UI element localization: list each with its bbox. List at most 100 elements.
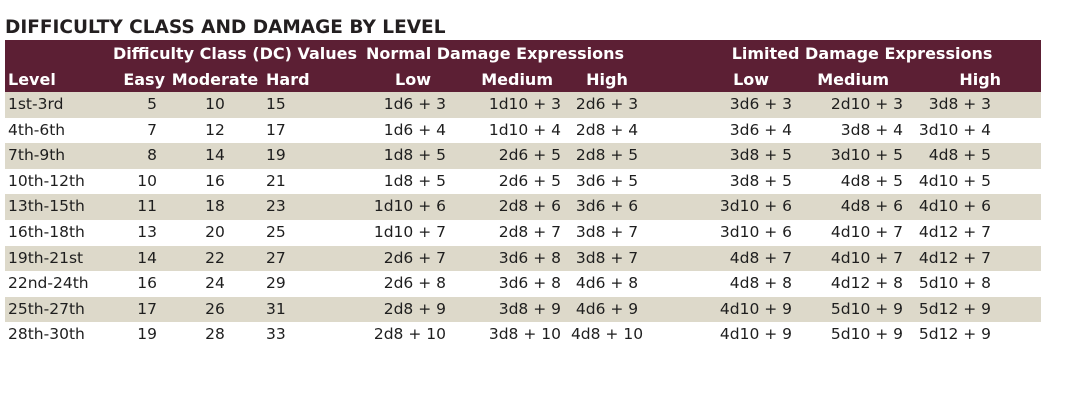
col-header-easy: Easy	[123, 70, 165, 89]
cell-limited-low: 3d8 + 5	[729, 171, 793, 190]
cell-easy: 5	[147, 95, 157, 113]
cell-limited-high: 4d10 + 6	[918, 197, 992, 216]
cell-easy: 19	[137, 325, 157, 344]
cell-normal-medium: 2d8 + 7	[498, 222, 561, 241]
cell-hard: 31	[266, 299, 286, 318]
col-header-normal-medium: Medium	[481, 70, 553, 89]
table-row: 25th-27th 17 26 31 2d8 + 9 3d8 + 9 4d6 + 9 4d10…	[5, 296, 1042, 323]
col-header-normal-low: Low	[395, 70, 431, 89]
table-row: 4th-6th 7 12 17 1d6 + 4 1d10 + 4 2d8 + 4 3d6 + …	[5, 117, 1042, 144]
cell-level: 16th-18th	[8, 222, 85, 241]
cell-moderate: 12	[205, 120, 225, 139]
table-row: 1st-3rd 5 10 15 1d6 + 3 1d10 + 3 2d6 + 3 3d6 + …	[5, 92, 1042, 118]
cell-limited-low: 3d10 + 6	[719, 222, 793, 241]
cell-limited-medium: 4d12 + 8	[830, 274, 904, 293]
cell-limited-high: 5d10 + 8	[918, 274, 992, 293]
cell-normal-low: 1d6 + 4	[383, 120, 446, 139]
cell-moderate: 24	[205, 274, 225, 293]
cell-hard: 25	[266, 222, 286, 241]
cell-hard: 19	[266, 146, 286, 165]
normal-damage-group-header: Normal Damage Expressions	[365, 44, 625, 63]
column-header-row: Level Easy Moderate Hard Low Medium High…	[5, 67, 1042, 92]
cell-normal-low: 2d6 + 7	[383, 248, 446, 267]
cell-easy: 11	[137, 197, 157, 216]
cell-level: 19th-21st	[8, 248, 84, 267]
col-header-moderate: Moderate	[171, 70, 259, 89]
dc-group-header: Difficulty Class (DC) Values	[113, 44, 358, 63]
cell-limited-medium: 4d8 + 5	[840, 171, 904, 190]
col-header-normal-high: High	[586, 70, 628, 89]
cell-normal-high: 4d6 + 8	[575, 274, 639, 293]
cell-moderate: 18	[205, 197, 225, 216]
cell-normal-high: 4d8 + 10	[570, 325, 644, 344]
cell-limited-low: 4d8 + 7	[729, 248, 793, 267]
cell-level: 1st-3rd	[8, 95, 64, 113]
cell-normal-high: 2d6 + 3	[575, 95, 639, 113]
cell-level: 28th-30th	[8, 325, 85, 344]
col-header-limited-medium: Medium	[817, 70, 890, 89]
cell-limited-high: 5d12 + 9	[918, 325, 992, 344]
cell-easy: 17	[137, 299, 157, 318]
cell-normal-low: 1d8 + 5	[383, 171, 446, 190]
cell-hard: 27	[266, 248, 286, 267]
group-header-spacer	[5, 40, 113, 67]
cell-limited-medium: 2d10 + 3	[830, 95, 904, 113]
cell-limited-low: 4d10 + 9	[719, 299, 793, 318]
cell-easy: 14	[137, 248, 157, 267]
cell-normal-high: 3d6 + 6	[575, 197, 639, 216]
cell-normal-medium: 2d8 + 6	[498, 197, 561, 216]
cell-hard: 33	[266, 325, 286, 344]
limited-damage-group-header: Limited Damage Expressions	[731, 44, 993, 63]
cell-limited-medium: 5d10 + 9	[830, 325, 904, 344]
cell-normal-low: 2d8 + 10	[373, 325, 446, 344]
cell-hard: 29	[266, 274, 286, 293]
cell-limited-medium: 4d10 + 7	[830, 248, 904, 267]
cell-limited-medium: 3d8 + 4	[840, 120, 904, 139]
cell-easy: 10	[137, 171, 157, 190]
table-row: 10th-12th 10 16 21 1d8 + 5 2d6 + 5 3d6 + 5 3d8 …	[5, 168, 1042, 195]
cell-hard: 21	[266, 171, 286, 190]
cell-limited-low: 3d6 + 4	[729, 120, 793, 139]
table-row: 16th-18th 13 20 25 1d10 + 7 2d8 + 7 3d8 + 7 3d1…	[5, 219, 1042, 246]
cell-moderate: 14	[205, 146, 225, 165]
cell-limited-high: 4d12 + 7	[918, 222, 992, 241]
cell-normal-medium: 2d6 + 5	[498, 146, 561, 165]
cell-hard: 17	[266, 120, 286, 139]
cell-normal-low: 1d6 + 3	[383, 95, 446, 113]
cell-normal-low: 1d10 + 6	[373, 197, 446, 216]
cell-normal-medium: 1d10 + 3	[488, 95, 561, 113]
cell-normal-low: 1d10 + 7	[373, 222, 446, 241]
cell-limited-medium: 5d10 + 9	[830, 299, 904, 318]
cell-limited-low: 3d10 + 6	[719, 197, 793, 216]
cell-easy: 8	[147, 146, 157, 165]
cell-limited-low: 3d8 + 5	[729, 146, 793, 165]
cell-normal-medium: 1d10 + 4	[488, 120, 561, 139]
cell-limited-high: 3d10 + 4	[918, 120, 992, 139]
cell-limited-high: 3d8 + 3	[928, 95, 992, 113]
cell-moderate: 10	[205, 95, 225, 113]
cell-limited-medium: 4d10 + 7	[830, 222, 904, 241]
cell-normal-high: 4d6 + 9	[575, 299, 639, 318]
table-body: 1st-3rd 5 10 15 1d6 + 3 1d10 + 3 2d6 + 3 3d6 + …	[5, 92, 1042, 348]
cell-limited-low: 4d8 + 8	[729, 274, 793, 293]
cell-normal-high: 2d8 + 5	[575, 146, 639, 165]
cell-limited-high: 4d12 + 7	[918, 248, 992, 267]
table-row: 22nd-24th 16 24 29 2d6 + 8 3d6 + 8 4d6 + 8 4d8 …	[5, 271, 1042, 297]
cell-limited-low: 3d6 + 3	[729, 95, 793, 113]
table-header: Difficulty Class (DC) Values Normal Dama…	[5, 40, 1042, 92]
cell-easy: 16	[137, 274, 157, 293]
cell-limited-high: 4d10 + 5	[918, 171, 992, 190]
cell-limited-medium: 3d10 + 5	[830, 146, 904, 165]
cell-moderate: 20	[205, 222, 225, 241]
table-row: 13th-15th 11 18 23 1d10 + 6 2d8 + 6 3d6 + 6 3d1…	[5, 194, 1042, 220]
cell-moderate: 16	[205, 171, 225, 190]
cell-hard: 23	[266, 197, 286, 216]
cell-level: 10th-12th	[8, 171, 85, 190]
difficulty-damage-table: Difficulty Class (DC) Values Normal Dama…	[5, 40, 1042, 348]
cell-normal-medium: 3d8 + 9	[498, 299, 561, 318]
cell-normal-low: 1d8 + 5	[383, 146, 446, 165]
cell-normal-low: 2d6 + 8	[383, 274, 446, 293]
cell-easy: 7	[147, 120, 157, 139]
cell-level: 22nd-24th	[8, 274, 89, 293]
cell-level: 7th-9th	[8, 146, 66, 165]
